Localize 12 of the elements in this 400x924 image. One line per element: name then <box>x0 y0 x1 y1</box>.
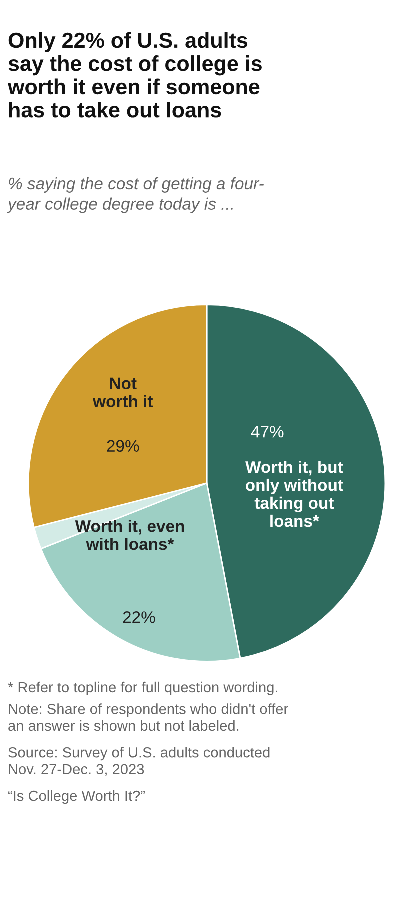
text: “Is College Worth It?” <box>8 790 145 804</box>
text: Note: Share of respondents who didn't offer an answer is shown but not labeled. <box>8 704 288 732</box>
chart-subtitle: % saying the cost of getting a four- year college degree today is ... <box>7 177 264 214</box>
text: * Refer to topline for full question wording. <box>8 682 278 696</box>
data-label: 47% <box>251 426 284 438</box>
chart-title: Only 22% of U.S. adults say the cost of college is worth it even if someone has to take out loans <box>8 32 262 118</box>
source-note: Source: Survey of U.S. adults conducted Nov. 27-Dec. 3, 2023 <box>8 747 270 776</box>
slice-label: Not worth it <box>93 378 154 408</box>
slice-label: Worth it, but only without taking out loans* <box>246 461 344 528</box>
slice-label: Worth it, even with loans* <box>75 520 184 550</box>
data-label: 22% <box>123 612 156 624</box>
data-label: 29% <box>107 440 140 452</box>
